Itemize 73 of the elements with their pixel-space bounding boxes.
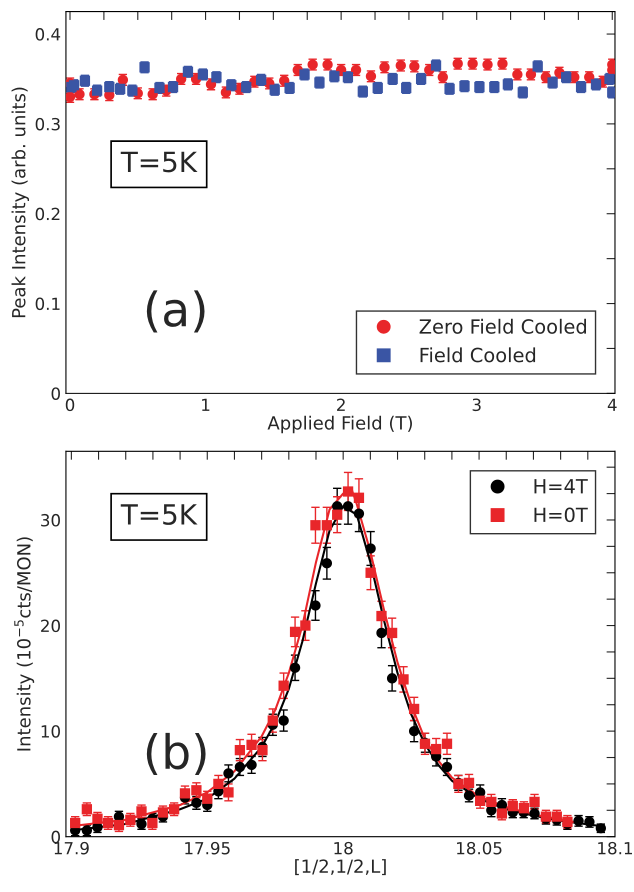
x-tick-label: 18.1 bbox=[598, 842, 632, 854]
point bbox=[354, 508, 364, 519]
legend-label: Field Cooled bbox=[420, 347, 536, 362]
point bbox=[342, 501, 354, 512]
legend-label: Zero Field Cooled bbox=[420, 318, 586, 334]
annotation: (a) bbox=[146, 290, 205, 332]
point bbox=[213, 778, 224, 790]
annotation: T=5K bbox=[120, 152, 198, 172]
y-tick-label: 0.1 bbox=[36, 298, 60, 310]
point bbox=[290, 626, 300, 638]
point bbox=[398, 674, 409, 685]
point bbox=[246, 740, 257, 750]
x-tick-label: 3 bbox=[472, 398, 481, 412]
y-tick-label: 10 bbox=[42, 725, 60, 738]
x-tick-label: 18 bbox=[334, 842, 353, 854]
point bbox=[386, 628, 398, 638]
y-tick-label: 0.3 bbox=[36, 118, 60, 130]
legend-label: H=4T bbox=[534, 479, 588, 494]
x-tick-label: 4 bbox=[608, 398, 617, 411]
point bbox=[365, 568, 376, 578]
point bbox=[234, 744, 246, 756]
point bbox=[486, 796, 496, 808]
y-tick-label: 30 bbox=[41, 514, 60, 527]
point bbox=[365, 543, 376, 554]
point bbox=[223, 787, 234, 798]
point bbox=[442, 738, 452, 749]
y-tick-label: 0.2 bbox=[36, 208, 60, 220]
point bbox=[223, 768, 234, 778]
point bbox=[354, 492, 364, 503]
point bbox=[332, 510, 342, 520]
y-tick-label: 0.4 bbox=[36, 28, 60, 41]
y-tick-label: 0 bbox=[52, 387, 60, 400]
point bbox=[278, 715, 289, 726]
point bbox=[246, 760, 257, 770]
x-tick-label: 17.95 bbox=[185, 842, 230, 854]
point bbox=[408, 726, 420, 736]
point bbox=[442, 762, 452, 772]
x-axis-title: Applied Field (T) bbox=[268, 416, 412, 434]
point bbox=[310, 520, 321, 530]
y-tick-label: 0 bbox=[52, 830, 60, 844]
point bbox=[202, 794, 212, 804]
point bbox=[322, 558, 332, 568]
point bbox=[376, 628, 387, 638]
point bbox=[529, 796, 540, 808]
y-tick-label: 20 bbox=[41, 620, 60, 632]
point bbox=[278, 680, 289, 691]
y-axis-title: Intensity (10$^{−5}$cts/MON) bbox=[14, 537, 34, 750]
point bbox=[300, 620, 311, 631]
point bbox=[386, 673, 398, 684]
point bbox=[342, 486, 354, 497]
x-tick-label: 18.05 bbox=[457, 842, 502, 854]
x-tick-label: 0 bbox=[66, 398, 74, 412]
point bbox=[408, 704, 420, 714]
legend-label: H=0T bbox=[534, 507, 588, 522]
point bbox=[290, 662, 300, 673]
x-tick-label: 2 bbox=[337, 398, 345, 411]
point bbox=[234, 762, 246, 772]
annotation: T=5K bbox=[120, 504, 198, 525]
point bbox=[136, 806, 147, 817]
x-axis-title: [1/2,1/2,L] bbox=[295, 859, 386, 876]
point bbox=[191, 785, 202, 796]
annotation: (b) bbox=[146, 732, 206, 776]
x-tick-label: 1 bbox=[202, 398, 210, 411]
point bbox=[68, 80, 80, 90]
point bbox=[322, 520, 332, 530]
point bbox=[376, 610, 387, 622]
point bbox=[180, 788, 190, 799]
point bbox=[430, 744, 442, 754]
x-tick-label: 17.9 bbox=[54, 842, 89, 854]
point bbox=[475, 796, 486, 806]
y-axis-title: Peak Intensity (arb. units) bbox=[12, 88, 30, 318]
point bbox=[310, 600, 321, 611]
point bbox=[268, 715, 278, 726]
